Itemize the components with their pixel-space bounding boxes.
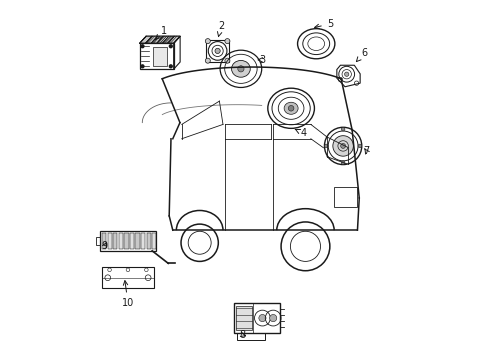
Text: 4: 4 bbox=[295, 129, 306, 138]
Bar bbox=[206, 40, 228, 62]
Bar bbox=[119, 233, 123, 249]
Bar bbox=[100, 231, 155, 251]
Circle shape bbox=[344, 72, 348, 76]
Text: 6: 6 bbox=[356, 48, 367, 62]
Bar bbox=[153, 47, 166, 66]
Circle shape bbox=[258, 315, 265, 321]
Circle shape bbox=[340, 144, 345, 148]
Circle shape bbox=[269, 315, 276, 321]
Text: 7: 7 bbox=[363, 146, 369, 156]
Circle shape bbox=[205, 58, 210, 63]
Text: 3: 3 bbox=[258, 55, 265, 65]
Ellipse shape bbox=[231, 60, 250, 77]
Circle shape bbox=[332, 136, 353, 156]
Text: 10: 10 bbox=[122, 281, 134, 308]
Text: 8: 8 bbox=[239, 330, 245, 340]
Circle shape bbox=[224, 58, 229, 63]
Circle shape bbox=[169, 65, 172, 68]
Bar bbox=[333, 187, 357, 207]
Bar bbox=[135, 233, 140, 249]
Text: 9: 9 bbox=[102, 241, 107, 251]
Circle shape bbox=[341, 161, 344, 165]
Text: 1: 1 bbox=[155, 26, 166, 39]
Bar bbox=[141, 233, 145, 249]
Bar bbox=[107, 233, 112, 249]
Circle shape bbox=[324, 144, 327, 148]
Ellipse shape bbox=[284, 102, 298, 114]
Text: 5: 5 bbox=[314, 19, 332, 29]
Bar bbox=[124, 233, 128, 249]
Bar bbox=[233, 303, 280, 333]
Circle shape bbox=[288, 105, 293, 111]
Bar bbox=[113, 233, 117, 249]
Bar bbox=[130, 233, 134, 249]
Bar bbox=[102, 267, 153, 288]
Circle shape bbox=[341, 127, 344, 131]
Bar bbox=[152, 233, 156, 249]
Bar bbox=[146, 233, 151, 249]
Circle shape bbox=[141, 45, 143, 48]
Bar bbox=[102, 233, 106, 249]
Bar bbox=[235, 306, 251, 330]
Bar bbox=[237, 333, 265, 340]
Bar bbox=[139, 43, 173, 69]
Circle shape bbox=[169, 45, 172, 48]
Circle shape bbox=[215, 48, 220, 54]
Circle shape bbox=[141, 65, 143, 68]
Circle shape bbox=[224, 39, 229, 44]
Circle shape bbox=[237, 66, 244, 72]
Bar bbox=[96, 237, 100, 245]
Text: 2: 2 bbox=[217, 21, 224, 37]
Circle shape bbox=[357, 144, 361, 148]
Circle shape bbox=[205, 39, 210, 44]
